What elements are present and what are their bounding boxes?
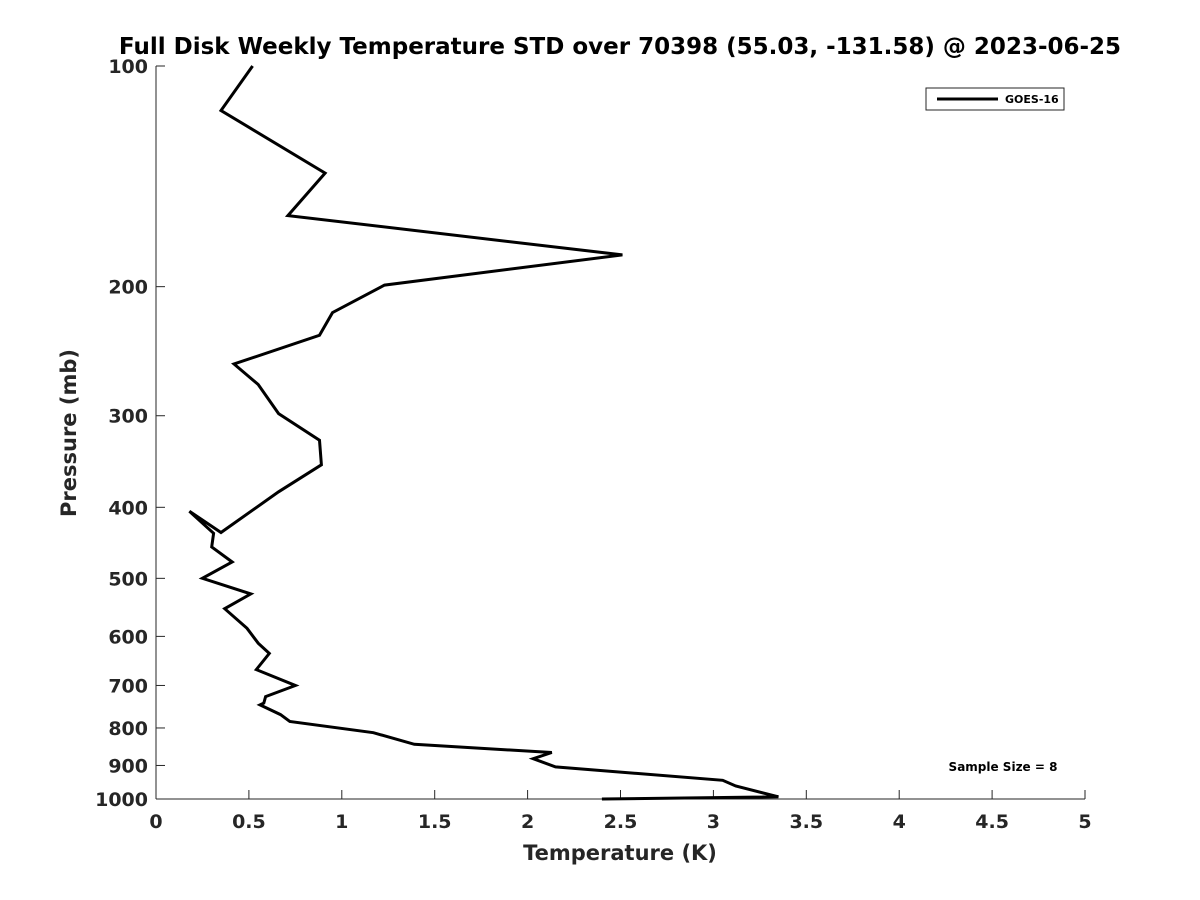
sample-size-annotation: Sample Size = 8 bbox=[949, 760, 1058, 774]
x-tick-label: 2 bbox=[521, 811, 534, 833]
y-tick-label: 200 bbox=[108, 277, 148, 299]
y-tick-label: 700 bbox=[108, 675, 148, 697]
x-tick-label: 0.5 bbox=[232, 811, 266, 833]
legend-label-goes-16: GOES-16 bbox=[1005, 93, 1059, 106]
y-tick-label: 900 bbox=[108, 755, 148, 777]
x-tick-label: 1.5 bbox=[418, 811, 452, 833]
y-tick-label: 1000 bbox=[95, 789, 148, 811]
legend[interactable]: GOES-16 bbox=[925, 87, 1065, 111]
x-tick-label: 2.5 bbox=[604, 811, 638, 833]
x-tick-label: 1 bbox=[335, 811, 348, 833]
y-axis-title: Pressure (mb) bbox=[57, 349, 81, 517]
x-tick-label: 3 bbox=[707, 811, 720, 833]
series-line-goes-16 bbox=[188, 65, 779, 801]
x-tick-label: 4.5 bbox=[975, 811, 1009, 833]
y-tick-label: 600 bbox=[108, 626, 148, 648]
plot-area: 0 0.5 1 1.5 2 2.5 3 3.5 4 4.5 5 100 200 300 400 500 600… bbox=[95, 56, 1092, 833]
y-tick-label: 100 bbox=[108, 56, 148, 78]
y-tick-label: 400 bbox=[108, 497, 148, 519]
x-axis-title: Temperature (K) bbox=[523, 841, 717, 865]
y-tick-label: 500 bbox=[108, 568, 148, 590]
y-ticks: 100 200 300 400 500 600 700 800 900 1000 bbox=[95, 56, 165, 811]
x-ticks: 0 0.5 1 1.5 2 2.5 3 3.5 4 4.5 5 bbox=[149, 790, 1092, 833]
x-tick-label: 3.5 bbox=[789, 811, 823, 833]
y-tick-label: 300 bbox=[108, 406, 148, 428]
x-tick-label: 0 bbox=[149, 811, 162, 833]
x-tick-label: 4 bbox=[893, 811, 906, 833]
y-tick-label: 800 bbox=[108, 718, 148, 740]
x-tick-label: 5 bbox=[1078, 811, 1091, 833]
chart-title: Full Disk Weekly Temperature STD over 70… bbox=[119, 34, 1121, 60]
